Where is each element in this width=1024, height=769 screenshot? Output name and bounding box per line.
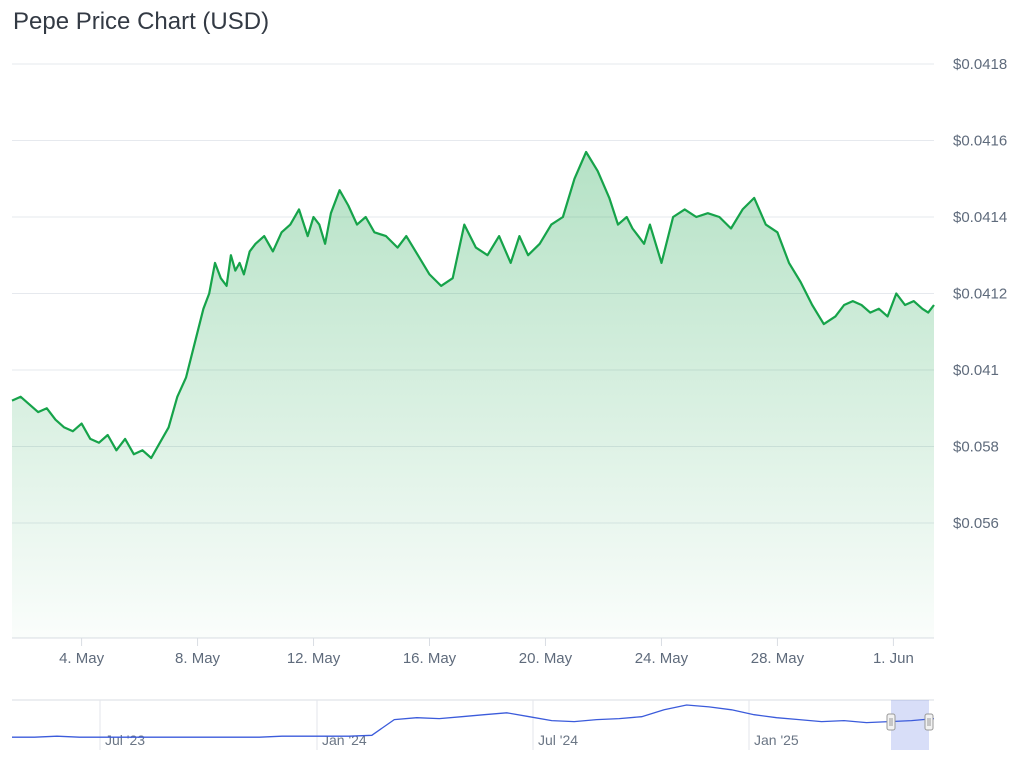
x-tick-label: 4. May <box>59 650 105 667</box>
navigator-line <box>12 704 935 738</box>
y-tick-label: $0.056 <box>953 515 999 532</box>
navigator-label: Jan '25 <box>754 732 799 748</box>
x-tick-label: 8. May <box>175 650 221 667</box>
x-tick-label: 12. May <box>287 650 341 667</box>
price-line <box>11 150 935 460</box>
y-tick-label: $0.0412 <box>953 286 1007 303</box>
y-axis: $0.0418 $0.0416 $0.0414 $0.0412 $0.041 $0.058… <box>953 56 1007 532</box>
x-tick-label: 1. Jun <box>873 650 914 667</box>
navigator-selection[interactable] <box>891 700 929 750</box>
x-tick-label: 16. May <box>403 650 457 667</box>
y-tick-label: $0.041 <box>953 362 999 379</box>
x-tick-label: 28. May <box>751 650 805 667</box>
x-tick-label: 24. May <box>635 650 689 667</box>
y-tick-label: $0.0418 <box>953 56 1007 73</box>
navigator-right-handle[interactable] <box>924 713 934 731</box>
y-tick-label: $0.0414 <box>953 209 1007 226</box>
y-tick-label: $0.0416 <box>953 133 1007 150</box>
price-area <box>12 152 934 638</box>
navigator-label: Jul '23 <box>105 732 145 748</box>
range-navigator[interactable]: Jul '23 Jan '24 Jul '24 Jan '25 <box>12 699 935 750</box>
navigator-left-handle[interactable] <box>886 713 896 731</box>
y-tick-label: $0.058 <box>953 439 999 456</box>
navigator-label: Jul '24 <box>538 732 578 748</box>
chart-title: Pepe Price Chart (USD) <box>13 8 270 35</box>
x-tick-label: 20. May <box>519 650 573 667</box>
x-axis: 4. May 8. May 12. May 16. May 20. May 24. May… <box>59 638 914 667</box>
navigator-label: Jan '24 <box>322 732 367 748</box>
